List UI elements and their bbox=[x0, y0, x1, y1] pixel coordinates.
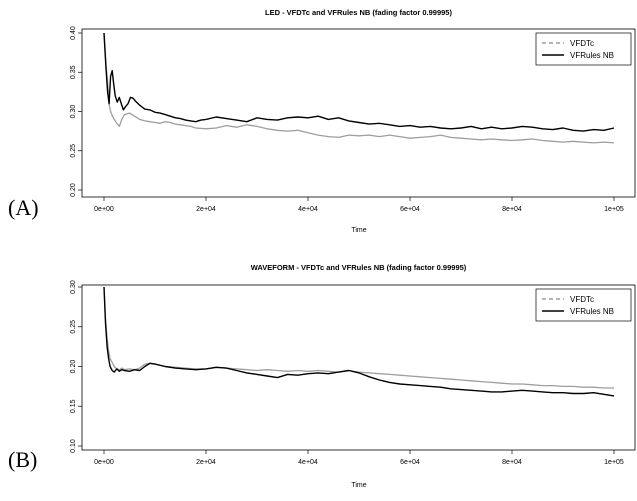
legend-label: VFDTc bbox=[570, 39, 594, 48]
y-tick-label: 0.25 bbox=[70, 144, 77, 158]
panel-label-a: (A) bbox=[8, 195, 39, 220]
panel-label-b: (B) bbox=[8, 447, 38, 472]
y-tick-label: 0.20 bbox=[70, 183, 77, 197]
legend-label: VFRules NB bbox=[570, 307, 614, 316]
y-tick-label: 0.15 bbox=[70, 399, 77, 413]
x-tick-label: 0e+00 bbox=[94, 459, 114, 466]
x-tick-label: 4e+04 bbox=[298, 206, 318, 213]
x-tick-label: 8e+04 bbox=[502, 206, 522, 213]
plot-frame bbox=[81, 28, 636, 198]
series-line-vfrules-nb bbox=[103, 286, 615, 397]
legend: VFDTc VFRules NB bbox=[535, 32, 632, 66]
series-line-vfrules-nb bbox=[103, 32, 615, 132]
x-tick-label: 1e+05 bbox=[604, 206, 624, 213]
y-tick-label: 0.35 bbox=[70, 65, 77, 79]
y-tick-label: 0.30 bbox=[70, 105, 77, 119]
x-axis-label: Time bbox=[351, 482, 366, 489]
series-line-vfdtc bbox=[103, 286, 614, 389]
legend-box bbox=[535, 288, 632, 322]
x-tick-label: 6e+04 bbox=[400, 459, 420, 466]
legend-box bbox=[535, 32, 632, 66]
y-tick-label: 0.40 bbox=[70, 26, 77, 40]
chart-waveform: WAVEFORM - VFDTc and VFRules NB (fading … bbox=[70, 263, 636, 489]
x-tick-label: 8e+04 bbox=[502, 459, 522, 466]
y-tick-label: 0.20 bbox=[70, 360, 77, 374]
legend: VFDTc VFRules NB bbox=[535, 288, 632, 322]
y-tick-label: 0.30 bbox=[70, 280, 77, 294]
x-tick-label: 2e+04 bbox=[196, 206, 216, 213]
chart-led: LED - VFDTc and VFRules NB (fading facto… bbox=[70, 8, 636, 234]
legend-label: VFDTc bbox=[570, 295, 594, 304]
plot-frame bbox=[81, 284, 636, 451]
y-tick-label: 0.10 bbox=[70, 439, 77, 453]
x-tick-label: 6e+04 bbox=[400, 206, 420, 213]
x-tick-label: 1e+05 bbox=[604, 459, 624, 466]
x-axis-label: Time bbox=[351, 227, 366, 234]
legend-label: VFRules NB bbox=[570, 51, 614, 60]
chart-title: WAVEFORM - VFDTc and VFRules NB (fading … bbox=[251, 263, 467, 272]
series-line-vfdtc bbox=[103, 32, 615, 144]
x-tick-label: 0e+00 bbox=[94, 206, 114, 213]
x-tick-label: 2e+04 bbox=[196, 459, 216, 466]
chart-title: LED - VFDTc and VFRules NB (fading facto… bbox=[265, 8, 452, 17]
y-tick-label: 0.25 bbox=[70, 320, 77, 334]
x-tick-label: 4e+04 bbox=[298, 459, 318, 466]
